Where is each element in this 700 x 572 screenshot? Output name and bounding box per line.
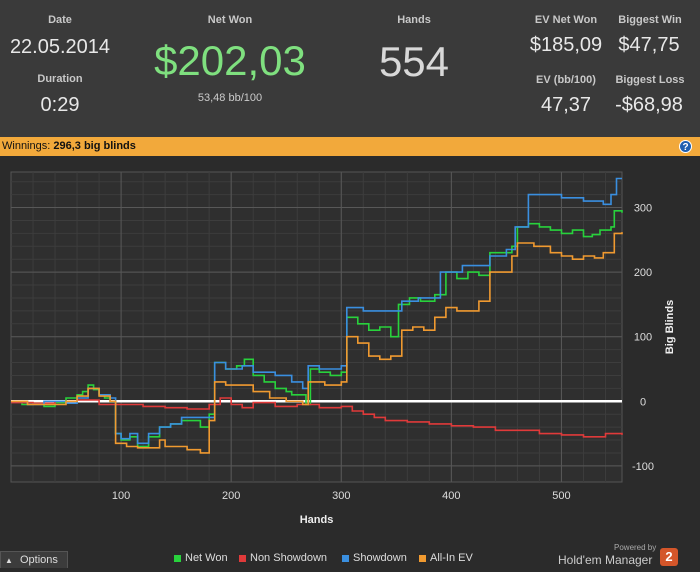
duration-label: Duration (37, 73, 83, 85)
x-tick-label: 400 (442, 490, 460, 502)
legend-item-all-in-ev[interactable]: All-In EV (419, 552, 473, 564)
x-tick-label: 200 (222, 490, 240, 502)
x-tick-label: 100 (112, 490, 130, 502)
brand-name: Hold'em Manager (558, 553, 653, 567)
ev-net-won-value: $185,09 (529, 34, 603, 56)
branding: Powered by Hold'em Manager 2 (556, 543, 700, 567)
y-tick-label: 300 (634, 203, 652, 215)
legend-swatch (419, 554, 426, 562)
legend-label: Non Showdown (250, 552, 328, 564)
series-line-showdown (11, 177, 622, 445)
winnings-text: Winnings: 296,3 big blinds (2, 137, 136, 156)
options-button[interactable]: ▲ Options (0, 551, 68, 568)
axes-labels: 100 200 300 400 500 -100 0 100 200 300 Hands Big Bl… (112, 203, 676, 526)
brand-logo-icon: 2 (660, 548, 678, 566)
ev-bb100-value: 47,37 (540, 94, 592, 116)
legend-item-non-showdown[interactable]: Non Showdown (239, 552, 327, 564)
legend-item-net-won[interactable]: Net Won (174, 552, 228, 564)
x-axis-title: Hands (300, 514, 334, 526)
net-won-label: Net Won (207, 14, 253, 26)
x-tick-label: 500 (552, 490, 570, 502)
duration-value: 0:29 (40, 94, 80, 116)
y-tick-label: 100 (634, 332, 652, 344)
y-axis-title: Big Blinds (664, 300, 676, 354)
arrow-up-icon: ▲ (5, 556, 13, 565)
legend-item-showdown[interactable]: Showdown (342, 552, 407, 564)
options-label: Options (20, 554, 58, 566)
biggest-win-value: $47,75 (618, 34, 680, 56)
y-tick-label: 0 (640, 396, 646, 408)
hands-label: Hands (397, 14, 431, 26)
help-icon[interactable]: ? (679, 140, 692, 153)
y-tick-label: 200 (634, 267, 652, 279)
legend-label: Net Won (185, 552, 228, 564)
stats-panel: Date 22.05.2014 Duration 0:29 Net Won $2… (0, 0, 700, 137)
biggest-win-label: Biggest Win (618, 14, 682, 26)
series-lines (11, 177, 623, 454)
net-won-value: $202,03 (154, 37, 306, 84)
winnings-label: Winnings: (2, 140, 51, 152)
legend-swatch (174, 554, 181, 562)
date-value: 22.05.2014 (9, 36, 111, 58)
y-tick-label: -100 (632, 461, 654, 473)
chart-area: 100 200 300 400 500 -100 0 100 200 300 Hands Big Bl… (0, 156, 700, 567)
powered-by-text: Powered by (614, 543, 657, 552)
x-tick-label: 300 (332, 490, 350, 502)
winnings-value: 296,3 big blinds (53, 140, 136, 152)
date-label: Date (48, 14, 72, 26)
biggest-loss-value: -$68,98 (615, 94, 683, 116)
plot-background (10, 171, 623, 483)
legend-label: All-In EV (430, 552, 473, 564)
series-line-non-showdown (11, 397, 623, 438)
series-line-all-in-ev (11, 232, 623, 454)
ev-bb100-label: EV (bb/100) (536, 74, 596, 86)
net-won-bb100: 53,48 bb/100 (197, 92, 263, 104)
winnings-bar: Winnings: 296,3 big blinds ? (0, 137, 700, 156)
legend-swatch (239, 554, 246, 562)
biggest-loss-label: Biggest Loss (615, 74, 685, 86)
legend-swatch (342, 554, 349, 562)
legend-label: Showdown (353, 552, 407, 564)
ev-net-won-label: EV Net Won (534, 14, 598, 26)
hands-value: 554 (378, 38, 450, 85)
winnings-chart: 100 200 300 400 500 -100 0 100 200 300 Hands Big Bl… (10, 171, 676, 526)
